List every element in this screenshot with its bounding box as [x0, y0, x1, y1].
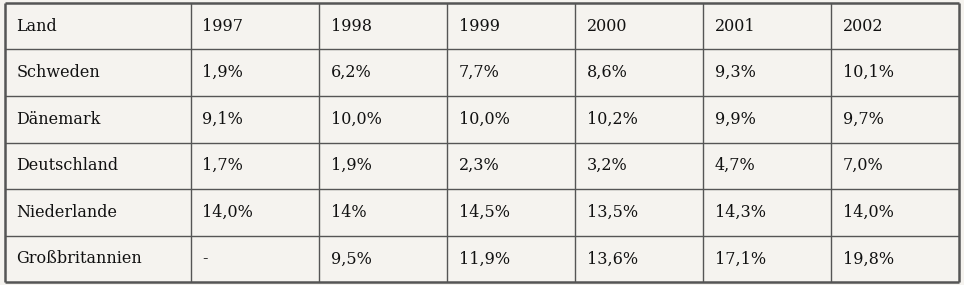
- Text: 14,0%: 14,0%: [843, 204, 894, 221]
- Text: 7,0%: 7,0%: [843, 157, 883, 174]
- Text: 2,3%: 2,3%: [459, 157, 499, 174]
- Text: 9,5%: 9,5%: [331, 251, 371, 267]
- Text: 10,0%: 10,0%: [459, 111, 509, 128]
- Text: Deutschland: Deutschland: [16, 157, 119, 174]
- Text: 2000: 2000: [587, 18, 628, 34]
- Text: 9,3%: 9,3%: [714, 64, 756, 81]
- Text: 13,6%: 13,6%: [587, 251, 638, 267]
- Text: 13,5%: 13,5%: [587, 204, 638, 221]
- Text: 19,8%: 19,8%: [843, 251, 894, 267]
- Text: 1,7%: 1,7%: [202, 157, 243, 174]
- Text: Niederlande: Niederlande: [16, 204, 118, 221]
- Text: 14%: 14%: [331, 204, 366, 221]
- Text: 11,9%: 11,9%: [459, 251, 510, 267]
- Text: Land: Land: [16, 18, 57, 34]
- Text: 1999: 1999: [459, 18, 499, 34]
- Text: 14,3%: 14,3%: [714, 204, 765, 221]
- Text: 2001: 2001: [714, 18, 755, 34]
- Text: Schweden: Schweden: [16, 64, 100, 81]
- Text: 8,6%: 8,6%: [587, 64, 628, 81]
- Text: 3,2%: 3,2%: [587, 157, 628, 174]
- Text: 9,1%: 9,1%: [202, 111, 243, 128]
- Text: 1997: 1997: [202, 18, 244, 34]
- Text: 2002: 2002: [843, 18, 883, 34]
- Text: 1,9%: 1,9%: [331, 157, 371, 174]
- Text: -: -: [202, 251, 208, 267]
- Text: 9,9%: 9,9%: [714, 111, 756, 128]
- Text: 14,5%: 14,5%: [459, 204, 510, 221]
- Text: 10,1%: 10,1%: [843, 64, 894, 81]
- Text: 10,0%: 10,0%: [331, 111, 382, 128]
- Text: 6,2%: 6,2%: [331, 64, 371, 81]
- Text: Dänemark: Dänemark: [16, 111, 101, 128]
- Text: 1,9%: 1,9%: [202, 64, 243, 81]
- Text: 1998: 1998: [331, 18, 371, 34]
- Text: Großbritannien: Großbritannien: [16, 251, 142, 267]
- Text: 4,7%: 4,7%: [714, 157, 756, 174]
- Text: 17,1%: 17,1%: [714, 251, 765, 267]
- Text: 9,7%: 9,7%: [843, 111, 884, 128]
- Text: 10,2%: 10,2%: [587, 111, 637, 128]
- Text: 7,7%: 7,7%: [459, 64, 499, 81]
- Text: 14,0%: 14,0%: [202, 204, 254, 221]
